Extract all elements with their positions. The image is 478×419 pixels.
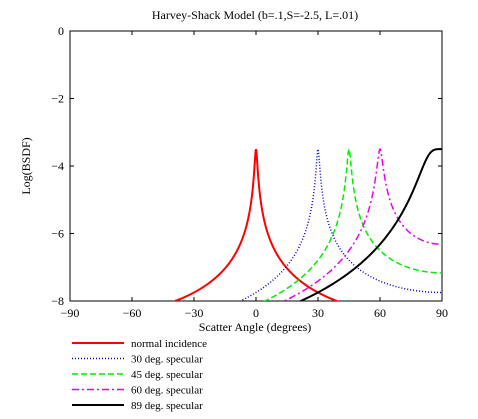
series-line-3 [282,147,442,301]
x-tick-label: −30 [185,306,204,320]
x-tick-label: 0 [253,306,259,320]
series-line-4 [298,148,442,301]
x-tick-label: 60 [374,306,386,320]
legend: normal incidence 30 deg. specular 45 deg. … [72,338,207,412]
legend-label-2: 45 deg. specular [131,369,203,381]
y-tick-label: −4 [51,159,64,173]
x-tick-label: −90 [61,306,80,320]
x-tick-label: 30 [312,306,324,320]
legend-label-1: 30 deg. specular [131,354,203,366]
x-axis-label: Scatter Angle (degrees) [199,320,312,334]
y-axis-label: Log(BSDF) [19,137,33,194]
legend-label-0: normal incidence [131,338,207,350]
legend-label-4: 89 deg. specular [131,400,203,412]
x-tick-label: 90 [436,306,448,320]
y-tick-label: −8 [51,294,64,308]
legend-label-3: 60 deg. specular [131,385,203,397]
y-tick-label: −2 [51,92,64,106]
series-line-0 [172,148,340,301]
y-tick-label: −6 [51,227,64,241]
y-tick-label: 0 [58,24,64,38]
chart-title: Harvey-Shack Model (b=.1,S=-2.5, L=.01) [152,8,358,22]
plot-frame [69,30,443,302]
series-line-1 [238,148,442,301]
plot-area: −90 −60 −30 0 30 60 90 0 −2 −4 −6 −8 [51,24,448,320]
x-tick-label: −60 [123,306,142,320]
